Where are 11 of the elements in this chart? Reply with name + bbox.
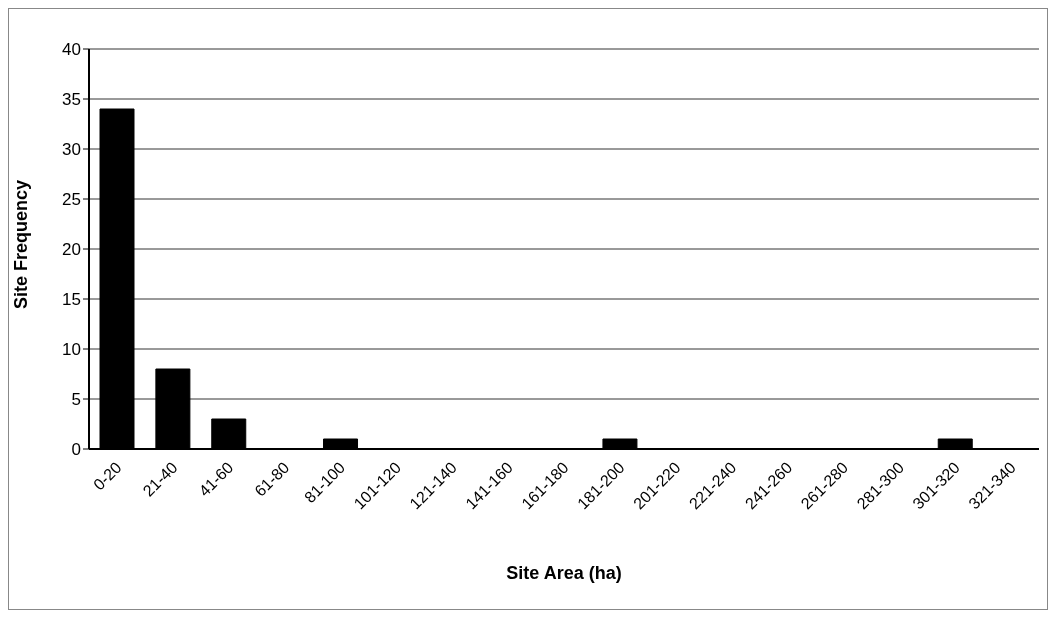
y-tick-label: 40 xyxy=(62,40,81,60)
y-tick-label: 10 xyxy=(62,340,81,360)
y-tick-label: 5 xyxy=(71,390,81,410)
y-tick-label: 25 xyxy=(62,190,81,210)
y-axis-title: Site Frequency xyxy=(11,179,32,309)
y-tick-label: 15 xyxy=(62,290,81,310)
y-tick-label: 30 xyxy=(62,140,81,160)
y-tick-label: 20 xyxy=(62,240,81,260)
y-tick-label: 0 xyxy=(71,440,81,460)
x-axis-title: Site Area (ha) xyxy=(506,563,622,583)
y-tick-label: 35 xyxy=(62,90,81,110)
